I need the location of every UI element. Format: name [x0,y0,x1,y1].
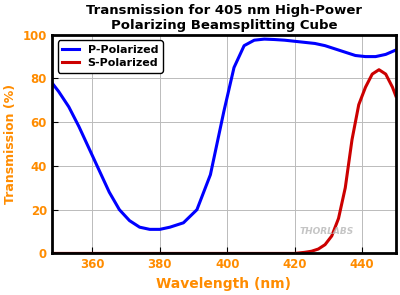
P-Polarized [147,227,152,231]
P-Polarized [262,37,267,41]
S-Polarized [292,252,297,255]
P-Polarized [363,55,368,58]
P-Polarized [353,54,358,57]
P-Polarized [242,44,246,47]
P-Polarized [208,173,213,176]
P-Polarized [87,147,92,150]
P-Polarized [272,38,277,41]
S-Polarized [191,252,196,255]
S-Polarized [363,86,368,89]
S-Polarized [302,250,307,254]
P-Polarized [394,48,398,52]
P-Polarized [97,168,102,172]
P-Polarized [323,44,328,47]
P-Polarized [107,190,112,194]
P-Polarized [343,50,348,54]
P-Polarized [127,219,132,222]
P-Polarized [232,66,236,69]
P-Polarized [76,125,81,128]
P-Polarized [222,109,226,113]
S-Polarized [376,68,381,71]
S-Polarized [323,243,328,246]
X-axis label: Wavelength (nm): Wavelength (nm) [156,277,291,291]
Title: Transmission for 405 nm High-Power
Polarizing Beamsplitting Cube: Transmission for 405 nm High-Power Polar… [86,4,362,32]
P-Polarized [292,40,297,43]
P-Polarized [181,221,186,224]
Y-axis label: Transmission (%): Transmission (%) [4,84,17,204]
P-Polarized [66,105,71,109]
P-Polarized [194,208,199,212]
S-Polarized [336,217,341,220]
P-Polarized [383,53,388,56]
P-Polarized [50,81,54,85]
S-Polarized [370,72,375,76]
S-Polarized [329,234,334,238]
P-Polarized [56,90,61,93]
P-Polarized [312,42,317,45]
Line: P-Polarized: P-Polarized [52,39,396,229]
S-Polarized [343,186,348,190]
S-Polarized [350,138,354,142]
P-Polarized [117,208,122,212]
P-Polarized [373,55,378,58]
S-Polarized [356,103,361,106]
S-Polarized [390,86,395,89]
P-Polarized [137,225,142,229]
P-Polarized [252,38,257,42]
S-Polarized [309,250,314,253]
Line: S-Polarized: S-Polarized [52,70,396,253]
S-Polarized [242,252,246,255]
S-Polarized [140,252,145,255]
S-Polarized [276,252,280,255]
P-Polarized [282,38,287,42]
S-Polarized [90,252,95,255]
P-Polarized [168,225,172,229]
P-Polarized [333,47,338,51]
S-Polarized [50,252,54,255]
P-Polarized [302,41,307,44]
P-Polarized [158,227,162,231]
S-Polarized [383,72,388,76]
Legend: P-Polarized, S-Polarized: P-Polarized, S-Polarized [58,40,162,73]
Text: THORLABS: THORLABS [300,227,354,236]
S-Polarized [394,94,398,98]
S-Polarized [316,247,321,251]
